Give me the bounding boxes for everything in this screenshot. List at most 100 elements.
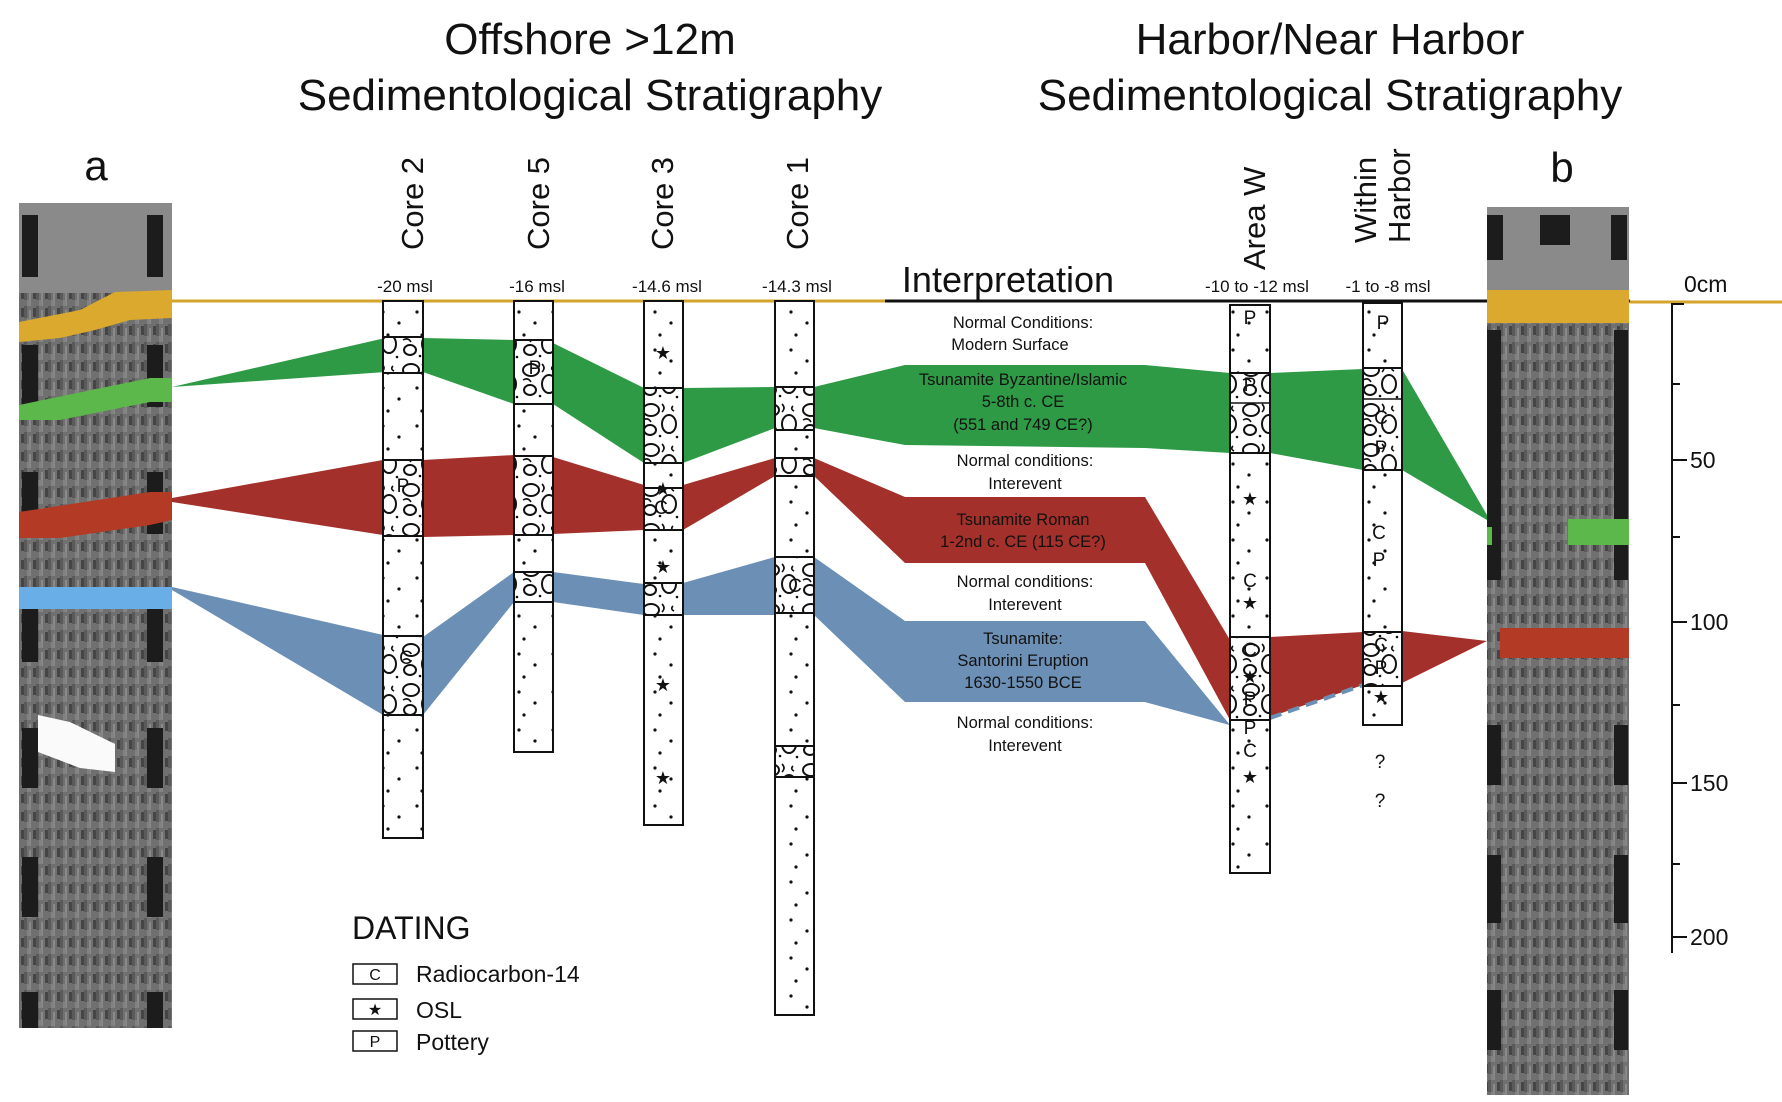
interp-interevent1-line2: Interevent (988, 475, 1062, 493)
legend-pottery-symbol: P (370, 1034, 381, 1051)
legend-osl-label: OSL (416, 997, 462, 1023)
ct-a-white-clast (38, 715, 115, 772)
msl-core3: -14.6 msl (632, 277, 702, 296)
scale-tick-100: 100 (1690, 609, 1728, 635)
core-name-harbor-line2: Harbor (1382, 148, 1417, 243)
areaw-marker-pottery-4: P (1244, 718, 1257, 739)
core2-marker-radiocarbon: C (399, 648, 413, 669)
areaw-marker-radiocarbon-1: C (1243, 571, 1257, 592)
interpretation-column: Normal Conditions: Modern Surface Tsunam… (919, 314, 1127, 755)
interp-interevent2-line2: Interevent (988, 596, 1062, 614)
blue-band-core5-core3 (553, 572, 644, 615)
blue-band-offshore (172, 587, 383, 715)
panel-label-a: a (84, 142, 108, 189)
interp-interevent1-line1: Normal conditions: (957, 452, 1094, 470)
areaw-marker-radiocarbon-3: C (1243, 741, 1257, 762)
core3-osl-star-2: ★ (655, 479, 671, 499)
legend-pottery-label: Pottery (416, 1029, 489, 1055)
core-name-core3: Core 3 (645, 157, 680, 250)
ct-a-yellow-band (19, 290, 172, 342)
interpretation-heading: Interpretation (902, 259, 1114, 300)
blue-band-tail (1145, 695, 1230, 725)
core3-osl-star-3: ★ (655, 557, 671, 577)
interp-interevent3-line2: Interevent (988, 737, 1062, 755)
harbor-title: Harbor/Near Harbor Sedimentological Stra… (1038, 15, 1623, 120)
msl-core2: -20 msl (377, 277, 433, 296)
legend-pottery-box (352, 1030, 398, 1052)
harbor-marker-radiocarbon-3: C (1374, 635, 1388, 656)
green-band-interpretation (814, 365, 1230, 453)
interp-santorini-line3: 1630-1550 BCE (964, 674, 1081, 692)
red-band-offshore (172, 460, 383, 535)
interp-interevent2-line1: Normal conditions: (957, 573, 1094, 591)
core3-column: ★ ★ C ★ ★ ★ (643, 300, 684, 826)
ct-core-b (1487, 207, 1629, 1095)
red-band-core3-core1 (683, 458, 775, 530)
msl-areaw: -10 to -12 msl (1205, 277, 1309, 296)
core-name-core5: Core 5 (521, 157, 556, 250)
core1-column: C (774, 300, 815, 1016)
interp-roman-line1: Tsunamite Roman (957, 511, 1090, 529)
red-band-interpretation (814, 458, 1230, 720)
harbor-marker-pottery-2: P (1375, 438, 1388, 459)
legend-osl-star-icon: ★ (368, 1002, 382, 1019)
ct-a-blue-band (19, 587, 172, 609)
areaw-marker-radiocarbon-2: C (1243, 640, 1257, 661)
harbor-marker-pottery-3: P (1373, 550, 1386, 571)
areaw-marker-pottery-2: P (1244, 375, 1257, 396)
interp-santorini-line2: Santorini Eruption (957, 652, 1088, 670)
harbor-marker-radiocarbon-1: C (1374, 408, 1388, 429)
areaw-osl-star-1: ★ (1242, 489, 1258, 509)
legend-radiocarbon-box (352, 963, 398, 985)
harbor-marker-pottery-1: P (1377, 313, 1390, 334)
core-name-areaw: Area W (1237, 166, 1272, 270)
interp-interevent3-line1: Normal conditions: (957, 714, 1094, 732)
ct-core-a (19, 203, 172, 1028)
offshore-title: Offshore >12m Sedimentological Stratigra… (298, 15, 883, 120)
harbor-osl-star: ★ (1373, 687, 1389, 707)
areaw-marker-pottery-1: P (1244, 308, 1257, 329)
harbor-title-line1: Harbor/Near Harbor (1136, 15, 1525, 64)
core3-osl-star-5: ★ (655, 768, 671, 788)
core5-marker-pottery: P (529, 358, 542, 379)
areaw-osl-star-2: ★ (1242, 593, 1258, 613)
dating-legend: DATING C Radiocarbon-14 ★ OSL P Pottery (352, 910, 580, 1055)
legend-heading: DATING (352, 910, 471, 946)
areaw-osl-star-4: ★ (1242, 767, 1258, 787)
green-band-core5-core3 (553, 343, 644, 463)
msl-core5: -16 msl (509, 277, 565, 296)
ct-b-red-band (1500, 628, 1629, 658)
harbor-title-line2: Sedimentological Stratigraphy (1038, 71, 1623, 120)
depth-scale: 0cm 50 100 150 200 (1671, 271, 1728, 953)
harbor-unknown-1: ? (1375, 752, 1386, 773)
scale-tick-150: 150 (1690, 770, 1728, 796)
areaw-marker-pottery-3: P (1244, 689, 1257, 710)
legend-osl-box (352, 998, 398, 1020)
core2-marker-pottery: P (397, 476, 410, 497)
blue-band-core2-core5 (423, 572, 514, 715)
areaw-column: P P ★ C ★ C ★ P P C ★ (1229, 304, 1271, 874)
core-name-core1: Core 1 (780, 157, 815, 250)
ct-a-red-band (19, 492, 172, 538)
core2-column: P C (382, 300, 424, 839)
interp-byzantine-line3: (551 and 749 CE?) (953, 416, 1092, 434)
blue-band-core3-core1 (683, 557, 775, 615)
scale-tick-200: 200 (1690, 924, 1728, 950)
harbor-marker-pottery-4: P (1375, 658, 1388, 679)
harbor-column: P C P C P C P ★ ? ? (1362, 302, 1403, 812)
legend-radiocarbon-label: Radiocarbon-14 (416, 961, 580, 987)
core3-osl-star-1: ★ (655, 343, 671, 363)
core5-column: P (513, 300, 554, 753)
green-band-core3-core1 (683, 387, 775, 463)
harbor-marker-radiocarbon-2: C (1372, 523, 1386, 544)
green-band-core2-core5 (423, 338, 514, 404)
red-band-harbor-ctb (1402, 631, 1487, 683)
green-band-harbor-ctb (1402, 369, 1487, 520)
msl-harbor: -1 to -8 msl (1345, 277, 1430, 296)
ct-a-green-band (19, 378, 172, 420)
ct-b-yellow-band (1487, 290, 1629, 323)
panel-label-b: b (1550, 144, 1573, 191)
core3-marker-radiocarbon: C (654, 498, 668, 519)
harbor-unknown-2: ? (1375, 791, 1386, 812)
red-band-core5-core3 (553, 457, 644, 534)
